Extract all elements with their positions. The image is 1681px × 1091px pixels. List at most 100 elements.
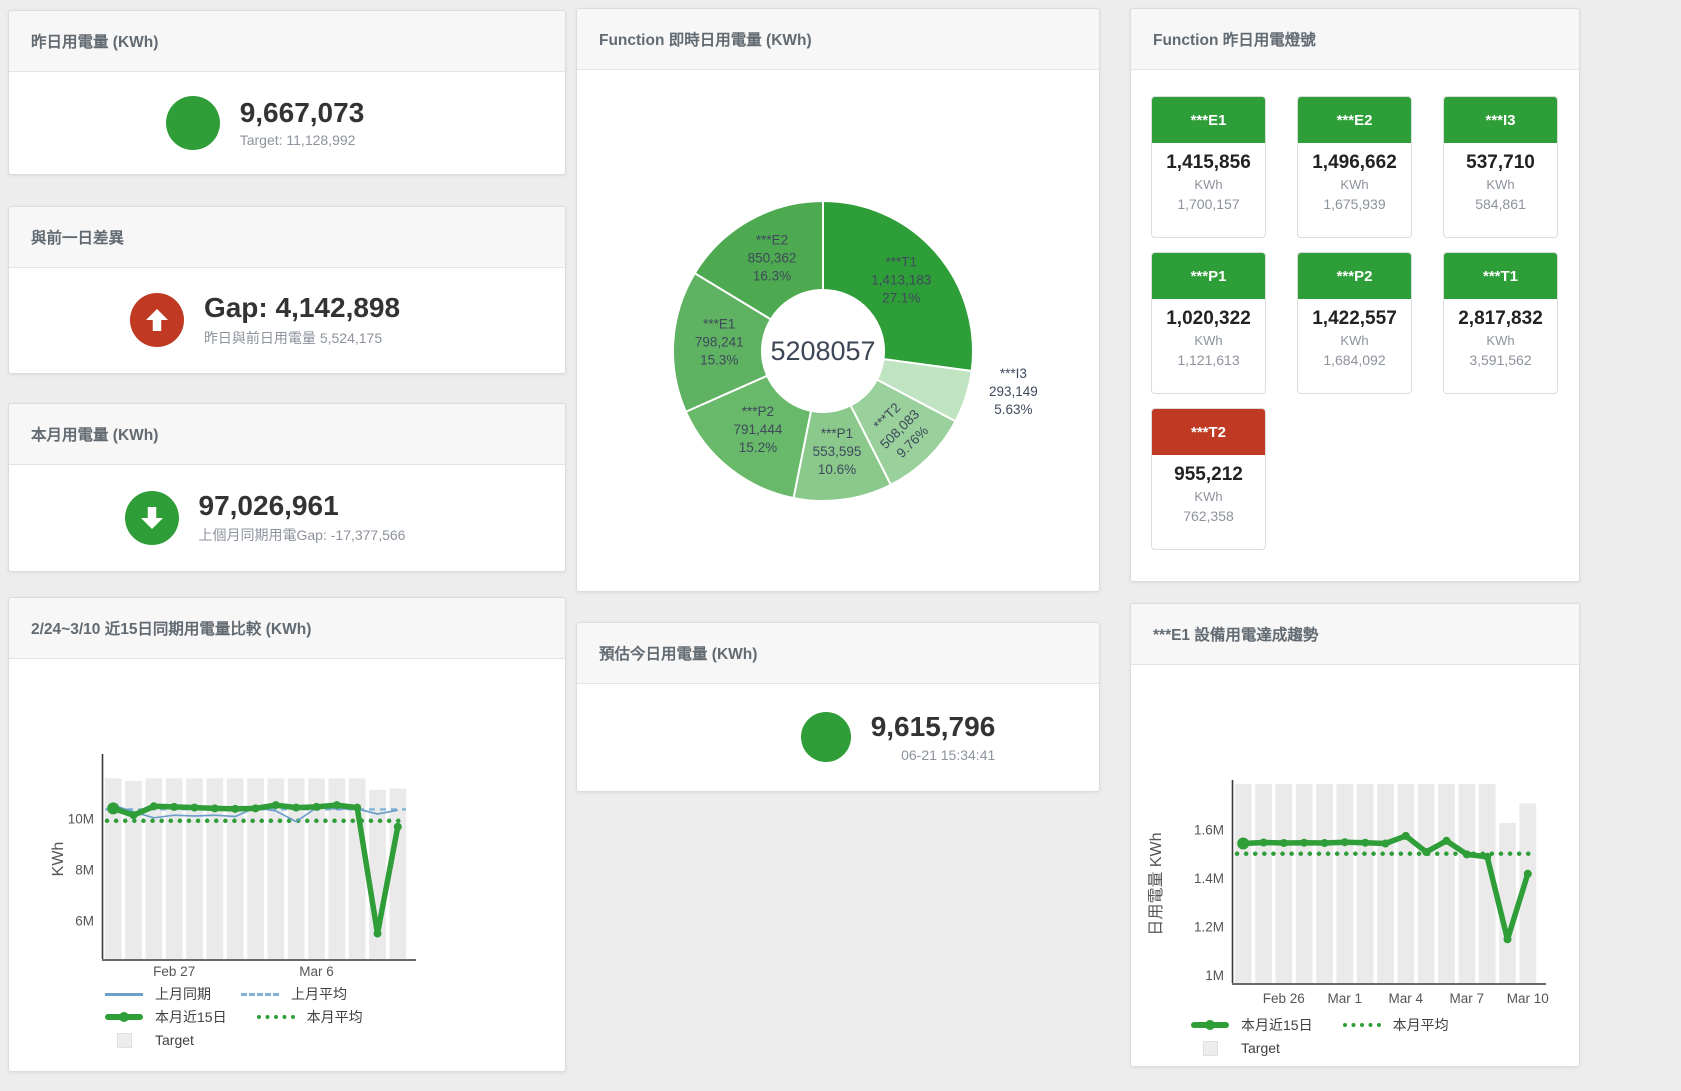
trend-e1-chart-svg[interactable]: 1M 1.2M 1.4M 1.6M Feb 26 Mar 1 Mar 4 Mar 7 Mar 1… <box>1131 665 1579 1066</box>
data-point <box>1237 837 1250 850</box>
compare15-chart[interactable]: 6M 8M 10M Feb 27 Mar 6 KWh <box>9 659 565 1071</box>
card-estimate-today-title: 預估今日用電量 (KWh) <box>577 623 1099 684</box>
data-point <box>129 811 138 820</box>
green-status-circle-icon <box>800 712 851 763</box>
data-point <box>312 802 321 811</box>
tile-value: 955,212 <box>1174 464 1243 485</box>
target-bar <box>1458 784 1476 983</box>
estimate-timestamp: 06-21 15:34:41 <box>901 746 996 763</box>
target-bar <box>1519 803 1537 983</box>
legend-label: 本月近15日 <box>155 1009 227 1025</box>
tile-value: 1,415,856 <box>1166 152 1251 173</box>
green-dot-marker-icon <box>1342 1023 1381 1027</box>
legend-item-blue-line[interactable]: 上月同期 <box>105 984 211 1004</box>
legend-label: 上月同期 <box>155 986 211 1002</box>
green-thick-marker-icon <box>1191 1020 1229 1030</box>
target-bar <box>1438 784 1455 983</box>
tile-value: 1,020,322 <box>1166 308 1251 329</box>
target-bar <box>328 778 346 959</box>
tile-unit: KWh <box>1194 177 1223 192</box>
trend-e1-chart[interactable]: 1M 1.2M 1.4M 1.6M Feb 26 Mar 1 Mar 4 Mar 7 Mar 1… <box>1131 665 1579 1066</box>
legend-item-gray-square[interactable]: Target <box>1191 1040 1280 1056</box>
green-dot-marker-icon <box>256 1015 295 1019</box>
tile-value: 2,817,832 <box>1458 308 1543 329</box>
card-realtime-donut: Function 即時日用電量 (KWh) ***T1 1,413,183 27.1… <box>576 8 1100 592</box>
y-tick-label: 6M <box>75 913 94 928</box>
light-tile-P1: ***P1 1,020,322 KWh 1,121,613 <box>1151 252 1266 394</box>
tile-unit: KWh <box>1486 177 1515 192</box>
y-axis-title: KWh <box>50 842 67 877</box>
target-bar <box>206 778 224 959</box>
tile-target: 762,358 <box>1183 508 1234 524</box>
green-arrow-down-icon <box>124 490 179 545</box>
target-bar <box>125 780 142 959</box>
tile-header: ***P2 <box>1298 253 1411 299</box>
legend-item-green-dot[interactable]: 本月平均 <box>1342 1015 1449 1035</box>
tile-unit: KWh <box>1194 333 1223 348</box>
data-point <box>1523 869 1532 878</box>
prev-day-gap-indicator: Gap: 4,142,898 昨日與前日用電量 5,524,175 <box>9 268 565 373</box>
tile-header: ***T2 <box>1152 409 1265 455</box>
blue-line-marker-icon <box>105 992 143 996</box>
light-tile-E2: ***E2 1,496,662 KWh 1,675,939 <box>1297 96 1412 238</box>
data-point <box>332 801 341 810</box>
tile-value: 1,496,662 <box>1312 152 1397 173</box>
legend-item-green-dot[interactable]: 本月平均 <box>256 1007 363 1027</box>
y-tick-label: 10M <box>68 812 94 827</box>
donut-label: ***E1 798,241 15.3% <box>695 316 744 367</box>
card-prev-day-gap: 與前一日差異 Gap: 4,142,898 昨日與前日用電量 5,524,175 <box>8 206 566 374</box>
prev-day-gap-subtext: 昨日與前日用電量 5,524,175 <box>203 329 383 346</box>
target-bar <box>1316 784 1333 983</box>
yesterday-indicator: 9,667,073 Target: 11,128,992 <box>9 72 565 174</box>
light-tile-E1: ***E1 1,415,856 KWh 1,700,157 <box>1151 96 1266 238</box>
data-point <box>1361 838 1370 847</box>
realtime-donut-chart[interactable]: ***T1 1,413,183 27.1% ***I3 293,149 5.63% ***T… <box>577 70 1099 591</box>
donut-slice-T1[interactable] <box>822 199 974 373</box>
card-title-text: ***E1 設備用電達成趨勢 <box>1153 627 1319 644</box>
card-trend-e1-title: ***E1 設備用電達成趨勢 <box>1131 604 1579 665</box>
green-status-circle-icon <box>165 96 220 150</box>
red-arrow-up-icon <box>129 293 184 348</box>
data-point <box>1442 836 1451 845</box>
compare15-chart-svg[interactable]: 6M 8M 10M Feb 27 Mar 6 KWh <box>9 659 565 1071</box>
target-bar <box>267 778 285 959</box>
data-point <box>107 802 120 815</box>
y-tick-label: 1.2M <box>1194 920 1224 935</box>
green-thick-marker-icon <box>105 1012 143 1022</box>
tile-target: 584,861 <box>1475 196 1526 212</box>
target-bar <box>1356 784 1374 983</box>
tile-unit: KWh <box>1486 333 1515 348</box>
target-bar <box>247 778 264 959</box>
data-point <box>1259 838 1268 847</box>
donut-slice-P2[interactable] <box>684 374 813 500</box>
legend-item-gray-square[interactable]: Target <box>105 1032 194 1048</box>
realtime-donut-svg[interactable]: ***T1 1,413,183 27.1%***I3 293,149 5.63%***T… <box>577 70 1097 589</box>
compare15-legend: 上月同期 上月平均 本月近15日 本月平均 Target <box>105 983 363 1051</box>
data-point <box>1300 838 1309 847</box>
card-trend-e1: ***E1 設備用電達成趨勢 1M 1.2M 1.4M 1.6M Feb 26 Mar 1… <box>1130 603 1580 1067</box>
card-yesterday-usage: 昨日用電量 (KWh) 9,667,073 Target: 11,128,992 <box>8 10 566 175</box>
card-yesterday-title: 昨日用電量 (KWh) <box>9 11 565 72</box>
tile-target: 3,591,562 <box>1469 352 1532 368</box>
legend-item-green-thick[interactable]: 本月近15日 <box>105 1007 227 1027</box>
light-tile-I3: ***I3 537,710 KWh 584,861 <box>1443 96 1558 238</box>
month-value: 97,026,961 <box>198 489 339 521</box>
donut-slice-E2[interactable] <box>693 199 824 321</box>
data-point <box>1462 850 1471 859</box>
lights-tile-grid: ***E1 1,415,856 KWh 1,700,157 ***E2 1,496,662… <box>1131 70 1579 581</box>
tile-header: ***P1 <box>1152 253 1265 299</box>
tile-header: ***T1 <box>1444 253 1557 299</box>
legend-item-blue-dash[interactable]: 上月平均 <box>241 984 347 1004</box>
target-bar <box>104 778 122 959</box>
data-point <box>271 801 280 810</box>
x-tick-label: Feb 26 <box>1263 991 1305 1006</box>
target-bar <box>1397 784 1415 983</box>
data-point <box>251 804 260 813</box>
y-axis-title: 日用電量 KWh <box>1148 832 1165 935</box>
card-realtime-donut-title: Function 即時日用電量 (KWh) <box>577 9 1099 70</box>
estimate-indicator: 9,615,796 06-21 15:34:41 <box>577 684 1099 791</box>
legend-item-green-thick[interactable]: 本月近15日 <box>1191 1015 1313 1035</box>
donut-label: ***P1 553,595 10.6% <box>813 426 862 477</box>
donut-slice-E1[interactable] <box>672 271 773 414</box>
